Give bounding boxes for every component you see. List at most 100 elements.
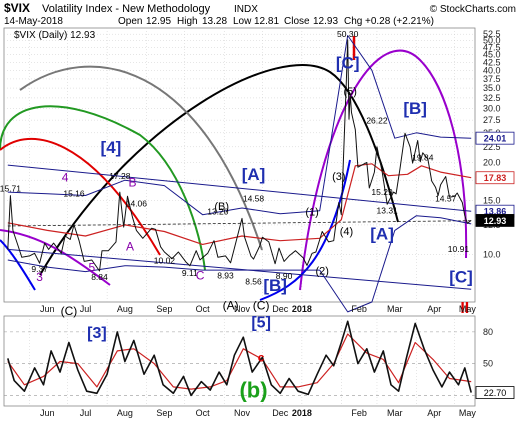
y-tick-label: 37.5 [483, 74, 501, 84]
y-tick-label: 52.5 [483, 29, 501, 39]
price-annotation: 13.31 [377, 206, 399, 216]
y-tick-label: 15.0 [483, 196, 501, 206]
y-tick-label: 40.0 [483, 65, 501, 75]
price-annotation: 10.91 [448, 244, 470, 254]
oscillator-badge-label: 22.70 [484, 388, 507, 398]
x-tick-label: Apr [427, 304, 441, 314]
wave-label: (2) [316, 266, 329, 278]
watermark: © StockCharts.com [430, 4, 516, 15]
price-annotation: 8.90 [276, 271, 293, 281]
wave-label: [4] [101, 138, 122, 157]
wave-label: B [129, 175, 137, 189]
wave-label: [A] [370, 225, 394, 244]
price-annotation: 17.28 [109, 171, 131, 181]
y-tick-label: 45.0 [483, 50, 501, 60]
date-label: 14-May-2018 [4, 16, 63, 27]
oscillator-wave-label: [3] [87, 325, 107, 342]
oscillator-badge-box [475, 386, 515, 399]
price-annotation: 8.56 [245, 276, 262, 286]
axes: 10.012.515.017.520.022.525.027.530.032.5… [40, 29, 515, 418]
osc-x-tick-label: Jul [80, 408, 92, 418]
y-tick-label: 42.5 [483, 57, 501, 67]
y-tick-label: 27.5 [483, 115, 501, 125]
wave-label: [B] [403, 99, 427, 118]
wave-label: A [126, 240, 134, 254]
upper-trendline [7, 164, 472, 212]
oscillator-wave-label: c [258, 351, 265, 365]
oscillator-wave-label: (C) [61, 304, 78, 318]
x-tick-label: Aug [117, 304, 133, 314]
wave-label: (5) [344, 86, 357, 98]
close-label: Close [284, 16, 310, 27]
purple-cycle-arc-left [0, 229, 111, 286]
osc-x-tick-label: Apr [427, 408, 441, 418]
symbol-label: $VIX [4, 1, 30, 15]
wave-label: 3 [36, 270, 43, 284]
price-annotation: 15.16 [63, 188, 85, 198]
red-cycle-arc [0, 137, 161, 256]
price-annotation: 9.37 [31, 264, 48, 274]
gray-cycle-arc [19, 65, 263, 251]
osc-x-tick-label: Nov [234, 408, 251, 418]
x-tick-label: 2018 [292, 304, 312, 314]
osc-y-tick-label: 80 [483, 327, 493, 337]
high-label: High [177, 16, 198, 27]
y-tick-label: 47.5 [483, 42, 501, 52]
wave-label: [C] [336, 54, 360, 73]
wave-label: (B) [214, 201, 229, 213]
wave-label: C [196, 268, 205, 282]
exchange-label: INDX [234, 4, 258, 15]
upper-band-line [7, 35, 472, 216]
price-badge-box [475, 171, 515, 185]
low-value: 12.81 [254, 16, 279, 27]
osc-x-tick-label: Feb [351, 408, 367, 418]
x-tick-label: Nov [234, 304, 251, 314]
x-tick-label: Jun [40, 304, 55, 314]
oscillator-wave-label: (A) [223, 299, 239, 313]
vix-price-line [7, 39, 472, 272]
price-annotation: 15.29 [371, 187, 393, 197]
open-label: Open [118, 16, 142, 27]
x-tick-label: Dec [272, 304, 289, 314]
osc-x-tick-label: Mar [387, 408, 403, 418]
price-badge-label: 24.01 [484, 134, 507, 144]
oscillator-wave-label: (b) [239, 378, 267, 403]
y-tick-label: 35.0 [483, 83, 501, 93]
osc-x-tick-label: Aug [117, 408, 133, 418]
wave-label: (4) [340, 226, 353, 238]
x-tick-label: Feb [351, 304, 367, 314]
dashed-trendline [7, 220, 472, 227]
x-tick-label: May [459, 304, 477, 314]
oscillator-line [7, 320, 472, 397]
close-value: 12.93 [313, 16, 338, 27]
x-tick-label: Mar [387, 304, 403, 314]
price-annotation: 15.71 [0, 184, 21, 194]
price-annotation: 14.58 [243, 193, 265, 203]
osc-x-tick-label: Dec [272, 408, 289, 418]
x-tick-label: Sep [156, 304, 172, 314]
blue-cycle-arc-left [0, 239, 36, 291]
open-value: 12.95 [146, 16, 171, 27]
y-tick-label: 50.0 [483, 36, 501, 46]
x-tick-label: Oct [196, 304, 211, 314]
chart-labels: 15.71 9.37 15.16 8.84 17.28 14.06 10.02 9.11 13.… [0, 29, 473, 403]
wave-label: (3) [332, 171, 345, 183]
osc-x-tick-label: Oct [196, 408, 211, 418]
wave-label: [A] [242, 165, 266, 184]
black-cycle-arc [39, 64, 399, 276]
y-tick-label: 10.0 [483, 250, 501, 260]
y-tick-label: 30.0 [483, 104, 501, 114]
price-annotation: 14.57 [435, 194, 457, 204]
wave-label: [C] [449, 268, 473, 287]
oscillator-signal-line [7, 333, 472, 390]
oscillator-wave-label: II [460, 300, 469, 317]
price-annotation: 13.20 [207, 207, 229, 217]
purple-cycle-arc-right [299, 49, 468, 291]
wave-label: [B] [263, 276, 287, 295]
wave-label: (1) [305, 207, 318, 219]
wave-label: 5 [88, 261, 95, 275]
x-tick-label: Jul [80, 304, 92, 314]
series-lines [7, 35, 472, 397]
price-badge-box [475, 214, 515, 227]
